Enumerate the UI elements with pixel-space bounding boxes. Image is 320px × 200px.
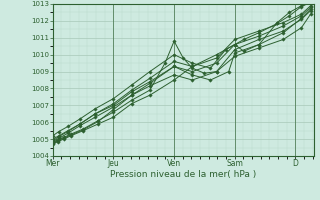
X-axis label: Pression niveau de la mer( hPa ): Pression niveau de la mer( hPa ) bbox=[110, 170, 256, 179]
